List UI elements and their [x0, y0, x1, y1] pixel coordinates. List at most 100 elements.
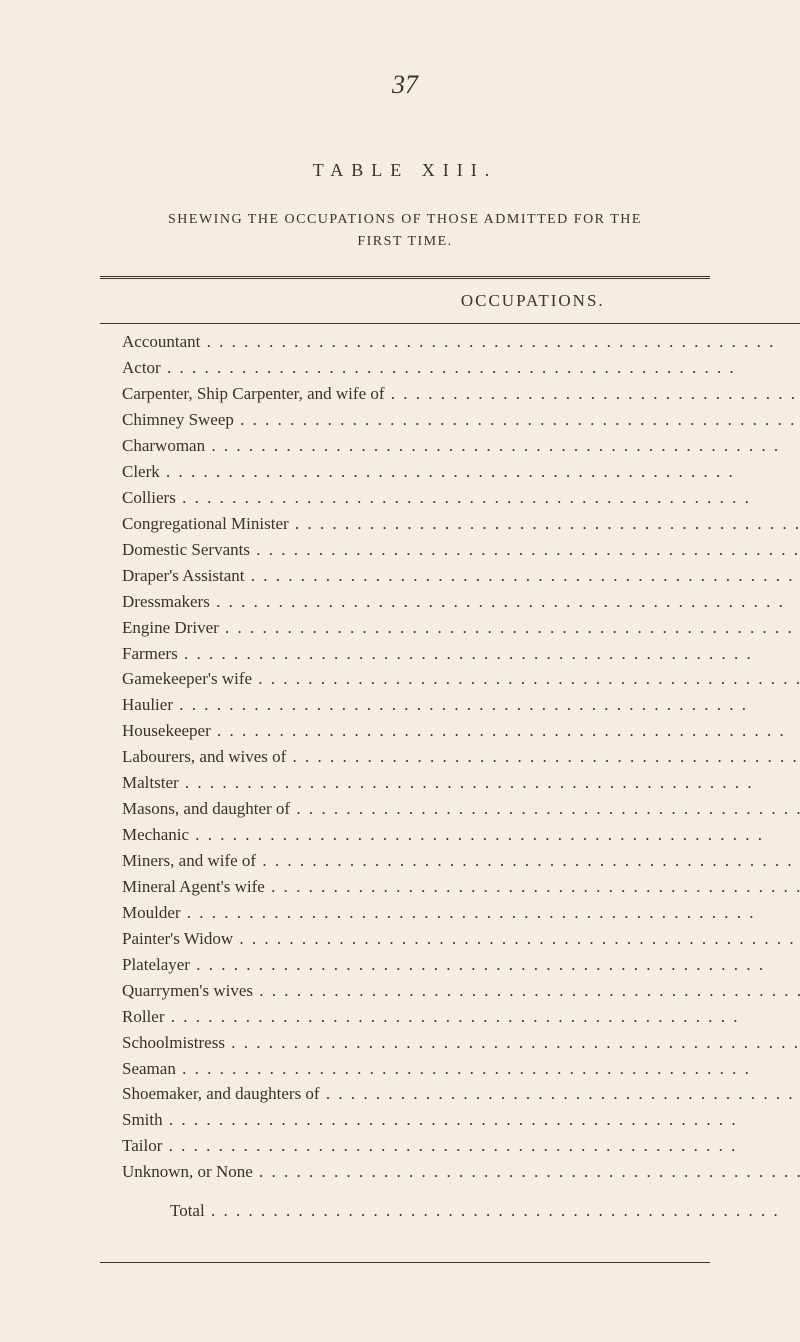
table-label: TABLE XIII. — [100, 160, 710, 181]
occupation-cell: Farmers — [100, 641, 800, 667]
occupation-cell: Quarrymen's wives — [100, 978, 800, 1004]
subtitle-line-2: FIRST TIME. — [100, 231, 710, 253]
occupation-label: Congregational Minister — [122, 514, 800, 533]
occupation-label: Housekeeper — [122, 721, 786, 740]
occupation-label: Engine Driver — [122, 618, 794, 637]
occupation-cell: Maltster — [100, 771, 800, 797]
total-values-row: 594099 — [100, 1229, 800, 1262]
occupation-label: Maltster — [122, 773, 754, 792]
table-row: Actor101 — [100, 356, 800, 382]
occupation-label: Unknown, or None — [122, 1162, 800, 1181]
total-label-cell: Total — [100, 1186, 800, 1229]
occupation-label: Quarrymen's wives — [122, 981, 800, 1000]
table-row: Tailor101 — [100, 1134, 800, 1160]
table-row: Domestic Servants178 — [100, 537, 800, 563]
occupation-cell: Roller — [100, 1004, 800, 1030]
occupation-cell: Colliers — [100, 485, 800, 511]
occupation-label: Tailor — [122, 1136, 737, 1155]
occupation-label: Mineral Agent's wife — [122, 877, 800, 896]
table-row: Moulder101 — [100, 900, 800, 926]
table-row: Dressmakers044 — [100, 589, 800, 615]
occupation-cell: Mineral Agent's wife — [100, 874, 800, 900]
occupation-label: Roller — [122, 1007, 740, 1026]
table-row: Masons, and daughter of314 — [100, 797, 800, 823]
table-subtitle: SHEWING THE OCCUPATIONS OF THOSE ADMITTE… — [100, 209, 710, 254]
table-row: Platelayer101 — [100, 952, 800, 978]
table-row: Charwoman011 — [100, 434, 800, 460]
occupation-cell: Unknown, or None — [100, 1160, 800, 1186]
occupation-label: Haulier — [122, 695, 748, 714]
table-row: Carpenter, Ship Carpenter, and wife of21… — [100, 382, 800, 408]
occupation-label: Gamekeeper's wife — [122, 669, 800, 688]
table-row: Maltster101 — [100, 771, 800, 797]
occupation-label: Painter's Widow — [122, 929, 800, 948]
occupation-cell: Shoemaker, and daughters of — [100, 1082, 800, 1108]
occupation-label: Clerk — [122, 462, 735, 481]
table-row: Gamekeeper's wife011 — [100, 667, 800, 693]
occupation-cell: Chimney Sweep — [100, 408, 800, 434]
occupation-cell: Schoolmistress — [100, 1030, 800, 1056]
table-row: Engine Driver101 — [100, 615, 800, 641]
occupation-label: Domestic Servants — [122, 540, 800, 559]
occupation-cell: Charwoman — [100, 434, 800, 460]
occupation-cell: Platelayer — [100, 952, 800, 978]
total-values-spacer — [100, 1229, 800, 1262]
occupation-label: Labourers, and wives of — [122, 747, 800, 766]
occupation-label: Shoemaker, and daughters of — [122, 1084, 800, 1103]
table-row: Roller101 — [100, 1004, 800, 1030]
occupation-cell: Congregational Minister — [100, 511, 800, 537]
occupations-table: OCCUPATIONS. Males. Fem. Total. Accounta… — [100, 281, 800, 1262]
table-row: Farmers202 — [100, 641, 800, 667]
occupations-table-wrap: OCCUPATIONS. Males. Fem. Total. Accounta… — [100, 276, 710, 1263]
occupation-label: Actor — [122, 358, 736, 377]
table-row: Chimney Sweep101 — [100, 408, 800, 434]
table-row: Unknown, or None31215 — [100, 1160, 800, 1186]
table-row: Accountant101 — [100, 330, 800, 356]
occupation-label: Seaman — [122, 1059, 751, 1078]
total-label-row: Total — [100, 1186, 800, 1229]
occupation-label: Charwoman — [122, 436, 780, 455]
occupation-label: Mechanic — [122, 825, 764, 844]
table-row: Seaman101 — [100, 1056, 800, 1082]
occupation-label: Moulder — [122, 903, 756, 922]
occupation-cell: Gamekeeper's wife — [100, 667, 800, 693]
occupation-cell: Engine Driver — [100, 615, 800, 641]
occupation-label: Colliers — [122, 488, 751, 507]
occupation-label: Schoolmistress — [122, 1033, 800, 1052]
occupation-label: Farmers — [122, 644, 753, 663]
occupation-label: Smith — [122, 1110, 738, 1129]
header-occupations: OCCUPATIONS. — [100, 281, 800, 324]
table-row: Clerk101 — [100, 459, 800, 485]
table-row: Mineral Agent's wife011 — [100, 874, 800, 900]
occupation-cell: Draper's Assistant — [100, 563, 800, 589]
document-page: 37 TABLE XIII. SHEWING THE OCCUPATIONS O… — [0, 0, 800, 1323]
table-row: Labourers, and wives of22325 — [100, 745, 800, 771]
occupation-cell: Clerk — [100, 459, 800, 485]
table-row: Shoemaker, and daughters of134 — [100, 1082, 800, 1108]
occupation-cell: Housekeeper — [100, 719, 800, 745]
occupation-cell: Tailor — [100, 1134, 800, 1160]
occupation-label: Carpenter, Ship Carpenter, and wife of — [122, 384, 800, 403]
occupation-label: Dressmakers — [122, 592, 785, 611]
total-label: Total — [170, 1201, 780, 1220]
table-row: Quarrymen's wives022 — [100, 978, 800, 1004]
occupation-cell: Smith — [100, 1108, 800, 1134]
table-row: Colliers505 — [100, 485, 800, 511]
occupation-cell: Moulder — [100, 900, 800, 926]
table-row: Painter's Widow011 — [100, 926, 800, 952]
occupation-cell: Seaman — [100, 1056, 800, 1082]
header-row: OCCUPATIONS. Males. Fem. Total. — [100, 281, 800, 324]
occupation-label: Miners, and wife of — [122, 851, 800, 870]
occupation-cell: Accountant — [100, 330, 800, 356]
table-row: Smith101 — [100, 1108, 800, 1134]
occupation-label: Masons, and daughter of — [122, 799, 800, 818]
table-row: Miners, and wife of415 — [100, 849, 800, 875]
table-row: Schoolmistress011 — [100, 1030, 800, 1056]
occupation-label: Chimney Sweep — [122, 410, 800, 429]
occupation-cell: Miners, and wife of — [100, 849, 800, 875]
table-row: Draper's Assistant101 — [100, 563, 800, 589]
page-number: 37 — [100, 70, 710, 100]
table-row: Congregational Minister101 — [100, 511, 800, 537]
occupation-cell: Carpenter, Ship Carpenter, and wife of — [100, 382, 800, 408]
occupation-label: Draper's Assistant — [122, 566, 800, 585]
